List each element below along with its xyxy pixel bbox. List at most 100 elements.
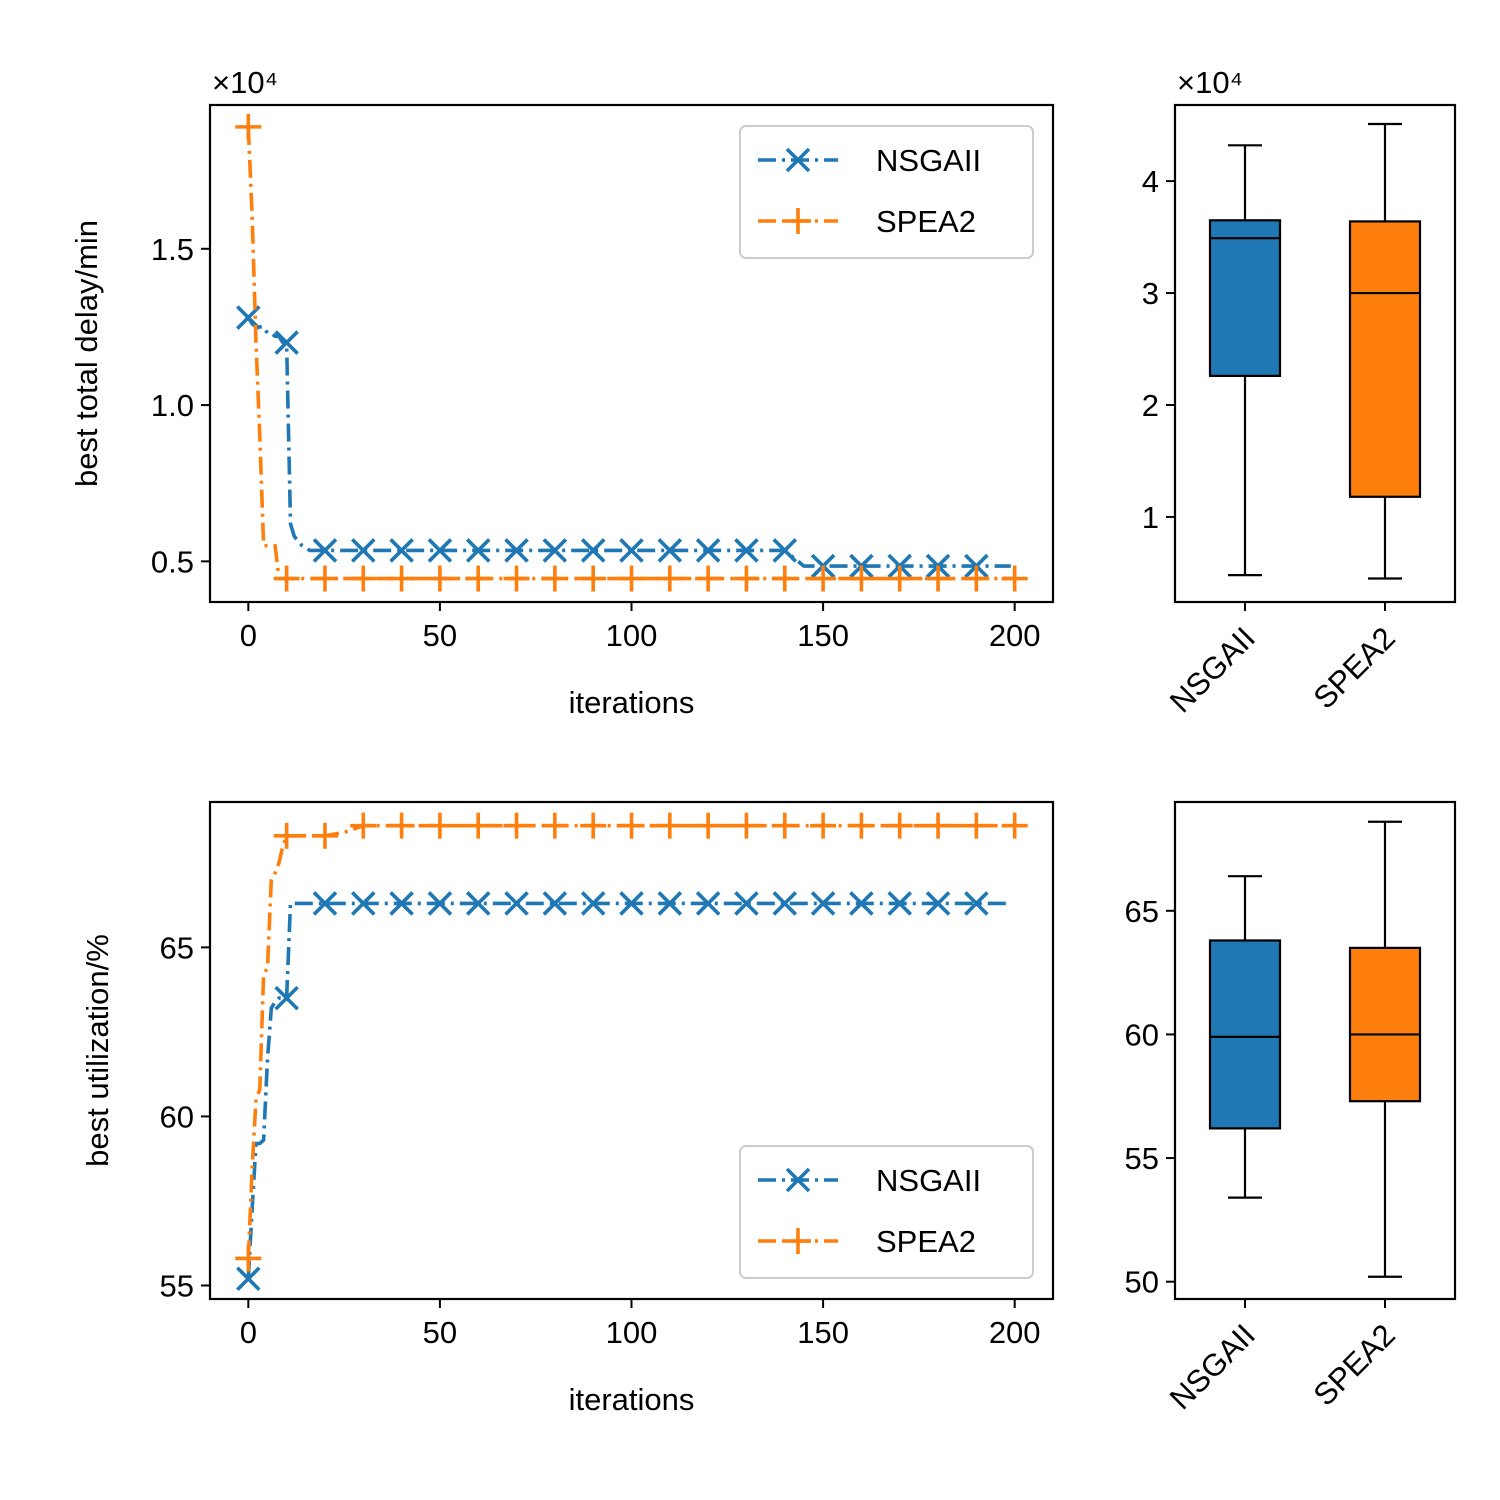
box-spea2 [1348, 220, 1422, 498]
marker-spea2 [925, 812, 952, 839]
marker-spea2 [273, 822, 300, 849]
util-line-xtick-label: 50 [423, 1315, 457, 1350]
legend-label-nsgaii: NSGAII [876, 1163, 981, 1198]
marker-nsgaii [350, 538, 376, 563]
marker-nsgaii [734, 891, 759, 916]
delay-line-xlabel: iterations [569, 685, 695, 720]
delay-line-plot-area [235, 113, 1028, 592]
delay-line-ytick-label: 1.5 [151, 232, 194, 267]
marker-spea2 [848, 565, 875, 592]
util-box-ytick-label: 50 [1125, 1265, 1159, 1300]
marker-spea2 [311, 565, 338, 592]
marker-nsgaii [887, 891, 913, 916]
marker-spea2 [810, 565, 837, 592]
utilization-line-panel: 0 50 100 150 200 55 60 65 iterations best utiliza… [80, 800, 1055, 1417]
util-line-xtick-label: 200 [989, 1315, 1041, 1350]
marker-nsgaii [504, 538, 529, 563]
marker-spea2 [388, 812, 415, 839]
legend-label-nsgaii: NSGAII [876, 143, 981, 178]
marker-nsgaii [542, 538, 568, 563]
marker-nsgaii [427, 538, 453, 563]
delay-box-ytick-label: 4 [1142, 164, 1159, 199]
series-line-nsgaii [246, 316, 1011, 568]
delay-box-ytick-label: 1 [1142, 500, 1159, 535]
marker-nsgaii [350, 891, 376, 916]
marker-spea2 [273, 565, 300, 592]
delay-line-panel: 0 50 100 150 200 0.5 1.0 1.5 iterations best tota… [69, 65, 1055, 720]
marker-spea2 [886, 812, 913, 839]
marker-nsgaii [580, 538, 606, 563]
legend-marker-spea2 [785, 208, 811, 234]
marker-spea2 [465, 565, 492, 592]
marker-nsgaii [504, 891, 529, 916]
util-line-ytick-label: 55 [160, 1268, 194, 1303]
delay-line-ytick-label: 1.0 [151, 388, 194, 423]
marker-nsgaii [542, 891, 568, 916]
marker-spea2 [465, 812, 492, 839]
util-line-xlabel: iterations [569, 1382, 695, 1417]
marker-spea2 [963, 812, 990, 839]
delay-box-ytick-label: 3 [1142, 276, 1159, 311]
legend-frame [739, 125, 1034, 259]
util-line-ytick-label: 60 [160, 1099, 194, 1134]
legend-marker-spea2 [785, 1228, 811, 1254]
box-spea2 [1348, 946, 1422, 1103]
marker-spea2 [733, 812, 760, 839]
marker-spea2 [350, 565, 377, 592]
marker-nsgaii [695, 538, 721, 563]
delay-line-xtick-label: 50 [423, 618, 457, 653]
marker-nsgaii [657, 538, 683, 563]
marker-spea2 [963, 565, 990, 592]
marker-spea2 [618, 565, 645, 592]
marker-nsgaii [465, 538, 491, 563]
legend-marker-nsgaii [785, 1167, 811, 1193]
marker-spea2 [503, 812, 530, 839]
util-line-legend: NSGAII SPEA2 [739, 1145, 1034, 1279]
marker-spea2 [695, 812, 722, 839]
marker-spea2 [235, 113, 262, 140]
marker-spea2 [695, 565, 722, 592]
marker-spea2 [503, 565, 530, 592]
marker-nsgaii [772, 891, 798, 916]
box-nsgaii [1208, 219, 1282, 377]
marker-nsgaii [274, 985, 299, 1011]
marker-spea2 [810, 812, 837, 839]
delay-line-ylabel: best total delay/min [69, 220, 104, 487]
delay-line-offset-text: ×10⁴ [212, 65, 278, 100]
util-line-ytick-label: 65 [160, 930, 194, 965]
delay-line-legend: NSGAII SPEA2 [739, 125, 1034, 259]
marker-spea2 [618, 812, 645, 839]
delay-box-offset-text: ×10⁴ [1177, 65, 1243, 100]
util-box-axes-frame [1173, 800, 1457, 1301]
marker-spea2 [886, 565, 913, 592]
util-box-ytick-label: 55 [1125, 1141, 1159, 1176]
marker-nsgaii [427, 891, 453, 916]
marker-spea2 [388, 565, 415, 592]
util-line-xtick-label: 0 [240, 1315, 257, 1350]
util-line-xtick-label: 100 [606, 1315, 658, 1350]
marker-nsgaii [389, 891, 414, 916]
util-line-plot-area [235, 812, 1028, 1291]
marker-nsgaii [465, 891, 491, 916]
marker-spea2 [580, 565, 607, 592]
marker-nsgaii [695, 891, 721, 916]
delay-line-xtick-label: 100 [606, 618, 658, 653]
marker-spea2 [580, 812, 607, 839]
delay-line-ytick-label: 0.5 [151, 544, 194, 579]
marker-spea2 [656, 565, 683, 592]
marker-nsgaii [734, 538, 759, 563]
marker-nsgaii [580, 891, 606, 916]
marker-nsgaii [236, 1266, 261, 1291]
legend-frame [739, 1145, 1034, 1279]
marker-spea2 [541, 812, 568, 839]
marker-spea2 [771, 565, 798, 592]
marker-nsgaii [389, 538, 414, 563]
marker-spea2 [235, 1245, 262, 1272]
marker-spea2 [925, 565, 952, 592]
marker-spea2 [1001, 812, 1028, 839]
marker-nsgaii [619, 538, 644, 563]
legend-label-spea2: SPEA2 [876, 1224, 976, 1259]
marker-spea2 [733, 565, 760, 592]
delay-box-ytick-label: 2 [1142, 388, 1159, 423]
